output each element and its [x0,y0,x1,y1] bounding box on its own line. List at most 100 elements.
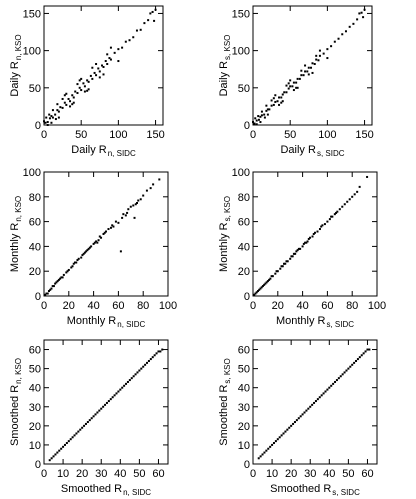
panel-6-data-point [280,434,283,437]
panel-4-y-tick-label: 60 [238,217,250,229]
panel-1-data-point [72,101,75,104]
panel-5-data-point [155,352,158,355]
panel-5-data-point [128,379,131,382]
panel-4-data-point [260,286,263,289]
panel-4-data-point [348,198,351,201]
panel-3-data-point [139,198,142,201]
panel-1-data-point [63,101,66,104]
panel-5-data-point [73,434,76,437]
panel-4-data-point [255,291,258,294]
panel-3-x-tick-label: 40 [87,300,99,312]
panel-2-data-point [259,121,262,124]
panel-4-data-point [335,211,338,214]
panel-3-data-point [114,220,117,223]
panel-4-x-tick-label: 80 [346,300,358,312]
panel-1-data-point [54,118,57,121]
panel-6-data-point [334,380,337,383]
panel-3-data-point [65,271,68,274]
panel-5-data-point [56,451,59,454]
panel-5-data-point [159,350,162,353]
panel-1-data-point [106,63,109,66]
panel-6-data-point [345,369,348,372]
panel-3-data-point [119,250,122,253]
panel-5-y-tick-label: 60 [29,345,41,357]
panel-1-data-point [98,76,101,79]
panel-6-data-point [274,440,277,443]
panel-3-data-point [145,189,148,192]
panel-6-data-point [353,361,356,364]
panel-5-data-point [136,371,139,374]
panel-2-data-point [289,79,292,82]
panel-5-data-point [65,442,68,445]
panel-3-data-point [132,204,135,207]
panel-2-data-point [300,74,303,77]
panel-3-y-tick-label: 100 [23,167,41,179]
panel-1-data-point [87,88,90,91]
panel-4-data-point [291,255,294,258]
panel-6-y-tick-label: 40 [238,383,250,395]
panel-1-data-point [153,19,156,22]
panel-2-data-point [307,73,310,76]
panel-2-data-point [291,85,294,88]
panel-1-data-point [51,109,54,112]
panel-1-data-point [50,115,53,118]
panel-2-data-point [289,85,292,88]
panel-1-data-point [101,64,104,67]
panel-3-data-point [87,247,90,250]
panel-5-y-tick-label: 30 [29,402,41,414]
panel-6-x-tick-label: 0 [250,468,256,480]
panel-3-x-tick-label: 80 [137,300,149,312]
panel-2-data-point [306,70,309,73]
panel-3-data-point [88,246,91,249]
panel-1-data-point [117,48,120,51]
panel-3-x-tick-label: 100 [159,300,177,312]
panel-6-data-point [326,388,329,391]
panel-4-data-point [353,193,356,196]
panel-1-data-point [69,100,72,103]
panel-4-data-point [356,190,359,193]
panel-4-data-point [296,249,299,252]
panel-3-data-point [70,266,73,269]
panel-5-data-point [58,449,61,452]
panel-1-data-point [72,96,75,99]
panel-6-data-point [356,358,359,361]
panel-3-data-point [149,187,152,190]
panel-2-data-point [318,54,321,57]
panel-1-data-point [154,8,157,11]
panel-1-data-point [95,74,98,77]
panel-3-data-point [93,241,96,244]
panel-1-data-point [149,12,152,15]
panel-4-data-point [331,215,334,218]
panel-5-data-point [83,424,86,427]
panel-5-data-point [117,390,120,393]
panel-1-data-point [59,106,62,109]
panel-3-data-point [52,285,55,288]
panel-6-data-point [343,371,346,374]
panel-6-data-point [330,384,333,387]
panel-6-x-tick-label: 10 [266,468,278,480]
panel-4-x-tick-label: 60 [321,300,333,312]
panel-2-data-point [287,82,290,85]
panel-5-data-point [94,413,97,416]
panel-2-x-tick-label: 50 [284,129,296,141]
panel-3-data-point [56,280,59,283]
panel-5-data-point [79,428,82,431]
panel-4-data-point [299,247,302,250]
panel-2-data-point [272,97,275,100]
panel-6-data-point [292,422,295,425]
panel-2-x-tick-label: 100 [318,129,336,141]
panel-2-data-point [274,100,277,103]
panel-6-y-tick-label: 50 [238,364,250,376]
panel-1-y-tick-label: 50 [29,83,41,95]
panel-3-x-tick-label: 0 [41,300,47,312]
panel-6-data-point [316,398,319,401]
panel-2-data-point [270,99,273,102]
panel-6-data-point [335,379,338,382]
panel-3-data-point [96,241,99,244]
panel-1-data-point [54,113,57,116]
panel-6-data-point [351,363,354,366]
panel-1-data-point [65,103,68,106]
panel-1-frame [43,5,164,126]
panel-1-data-point [71,94,74,97]
panel-3-data-point [61,276,64,279]
